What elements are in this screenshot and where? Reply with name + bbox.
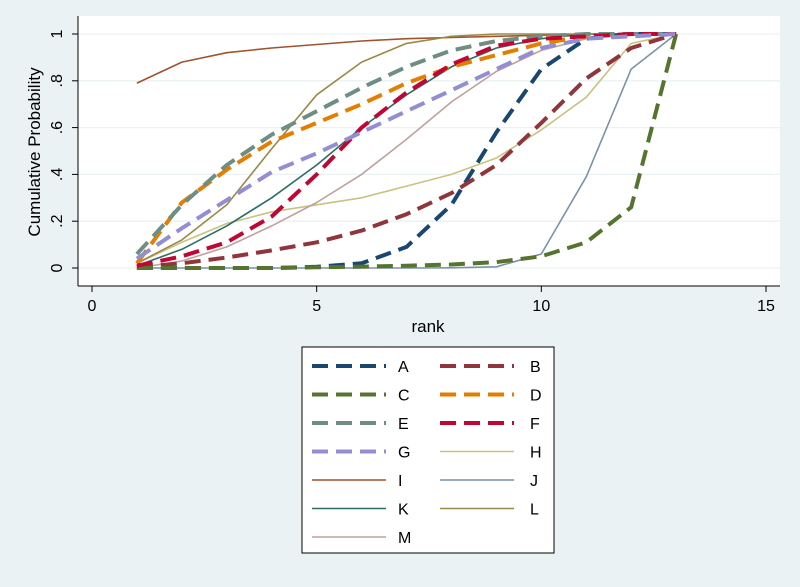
y-axis-label: Cumulative Probability xyxy=(25,67,44,237)
series-line-m xyxy=(136,33,677,269)
series-line-j xyxy=(136,33,677,269)
y-tick-label-3: .6 xyxy=(49,121,66,134)
legend-label-m: M xyxy=(398,530,411,547)
y-tick-label-0: 0 xyxy=(49,263,66,272)
series-lines xyxy=(135,32,679,270)
legend-box xyxy=(301,346,555,554)
y-tick-label-1: .2 xyxy=(49,214,66,227)
y-tick-label-4: .8 xyxy=(49,74,66,87)
legend-label-k: K xyxy=(398,502,409,519)
axes: 0.2.4.6.810 5 10 15 xyxy=(49,16,780,315)
legend-label-l: L xyxy=(530,502,539,519)
x-tick-label-3: 15 xyxy=(757,298,775,315)
legend-label-j: J xyxy=(530,473,538,490)
series-line-a xyxy=(136,32,677,270)
legend-label-g: G xyxy=(398,445,410,462)
legend-label-d: D xyxy=(530,388,542,405)
x-tick-label-0: 0 xyxy=(88,298,97,315)
series-line-b xyxy=(136,32,677,269)
y-tick-label-2: .4 xyxy=(49,168,66,181)
series-line-h xyxy=(136,33,677,265)
x-tick-label-2: 10 xyxy=(532,298,550,315)
legend-label-i: I xyxy=(398,473,402,490)
x-tick-label-1: 5 xyxy=(312,298,321,315)
series-line-e xyxy=(135,32,677,256)
x-axis-label: rank xyxy=(411,317,445,336)
plot-area xyxy=(78,16,780,286)
legend-label-e: E xyxy=(398,416,409,433)
legend: A B C D E F G H I J K L M xyxy=(301,346,555,554)
y-tick-label-5: 1 xyxy=(49,29,66,38)
series-line-d xyxy=(135,32,677,265)
legend-label-b: B xyxy=(530,359,541,376)
legend-label-f: F xyxy=(530,416,540,433)
legend-label-h: H xyxy=(530,445,542,462)
legend-label-c: C xyxy=(398,388,410,405)
legend-label-a: A xyxy=(398,359,409,376)
series-line-c xyxy=(136,33,679,270)
series-line-g xyxy=(135,32,677,261)
